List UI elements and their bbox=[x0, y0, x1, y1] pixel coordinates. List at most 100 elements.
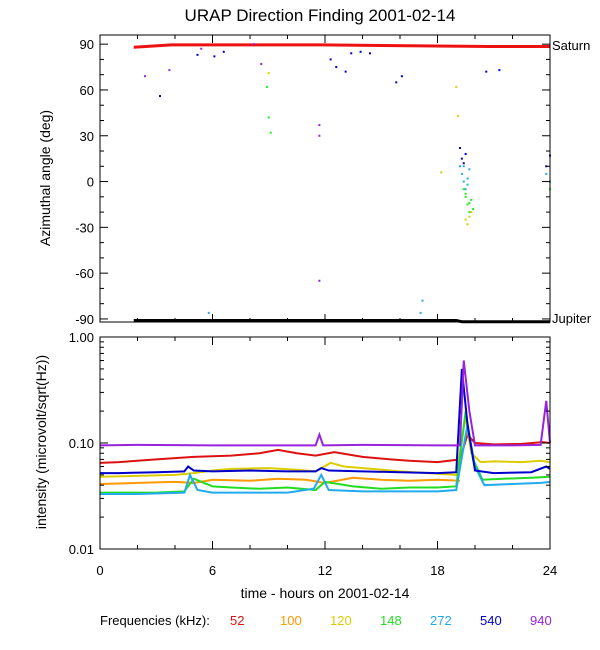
azimuth-point bbox=[462, 188, 465, 191]
azimuth-point bbox=[267, 72, 270, 75]
azimuth-point bbox=[464, 153, 467, 156]
azimuth-y-label: Azimuthal angle (deg) bbox=[37, 110, 53, 246]
azimuth-point bbox=[455, 85, 458, 88]
reference-label-jupiter: Jupiter bbox=[552, 311, 592, 326]
intensity-line-120khz bbox=[99, 415, 551, 478]
azimuth-point bbox=[460, 157, 463, 160]
azimuth-point bbox=[265, 85, 268, 88]
intensity-tick-label: 0.10 bbox=[69, 436, 94, 451]
legend-entry-120: 120 bbox=[330, 613, 352, 628]
intensity-line-148khz bbox=[100, 410, 551, 494]
x-tick-label: 0 bbox=[96, 563, 103, 578]
azimuth-point bbox=[459, 165, 461, 168]
azimuth-plot-frame bbox=[99, 34, 551, 323]
azimuth-point bbox=[464, 188, 467, 191]
legend-entry-52: 52 bbox=[230, 613, 244, 628]
azimuth-tick-label: 30 bbox=[80, 129, 94, 144]
azimuth-tick-label: -30 bbox=[75, 220, 94, 235]
azimuth-point bbox=[466, 177, 469, 180]
azimuth-point bbox=[440, 171, 443, 174]
azimuth-point bbox=[318, 124, 321, 127]
azimuth-point bbox=[468, 168, 471, 171]
azimuth-point bbox=[466, 183, 469, 186]
azimuth-point bbox=[468, 201, 471, 204]
azimuth-point bbox=[468, 215, 471, 218]
intensity-axis: 1.00 0.10 0.010 6 12 18 24 bbox=[69, 330, 558, 578]
azimuth-point bbox=[421, 299, 424, 302]
azimuth-point bbox=[350, 52, 353, 55]
intensity-line-940khz bbox=[99, 360, 551, 447]
intensity-y-label: intensity (microvolt/sqrt(Hz)) bbox=[33, 355, 49, 529]
legend-entry-540: 540 bbox=[480, 613, 502, 628]
azimuth-point bbox=[222, 50, 225, 53]
azimuth-tick-label: -90 bbox=[75, 312, 94, 327]
azimuth-point bbox=[498, 69, 501, 72]
azimuth-point bbox=[466, 203, 469, 206]
azimuth-point bbox=[419, 311, 422, 314]
azimuth-point bbox=[168, 69, 171, 72]
intensity-line-540khz bbox=[100, 368, 551, 475]
intensity-tick-label: 1.00 bbox=[69, 330, 94, 345]
azimuth-axis: 90 60 30 0 -30 -60 -90 bbox=[75, 35, 551, 327]
azimuth-tick-label: 0 bbox=[87, 175, 94, 190]
azimuth-panel: 90 60 30 0 -30 -60 -90 Azimuthal angle (deg) S… bbox=[37, 34, 592, 327]
azimuth-point bbox=[472, 208, 475, 211]
azimuth-point bbox=[457, 114, 460, 117]
azimuth-point bbox=[470, 211, 473, 214]
azimuth-point bbox=[159, 95, 161, 98]
azimuth-point bbox=[369, 52, 371, 55]
azimuth-point bbox=[395, 81, 398, 84]
azimuth-point bbox=[207, 311, 210, 314]
azimuth-point bbox=[464, 195, 467, 198]
azimuth-point bbox=[329, 58, 332, 61]
intensity-data-marks bbox=[99, 360, 551, 496]
azimuth-tick-label: 60 bbox=[80, 83, 94, 98]
intensity-line-272khz bbox=[100, 424, 551, 496]
x-tick-label: 6 bbox=[209, 563, 216, 578]
azimuth-point bbox=[200, 47, 203, 50]
frequency-legend: Frequencies (kHz): 52 100 120 148 272 540 940 bbox=[100, 613, 552, 628]
azimuth-point bbox=[462, 162, 465, 165]
chart-title: URAP Direction Finding 2001-02-14 bbox=[185, 6, 456, 25]
azimuth-point bbox=[485, 70, 488, 73]
azimuth-point bbox=[318, 279, 321, 282]
legend-label: Frequencies (kHz): bbox=[100, 613, 210, 628]
azimuth-point bbox=[462, 180, 465, 183]
x-tick-label: 24 bbox=[543, 563, 557, 578]
azimuth-point bbox=[318, 134, 321, 137]
azimuth-point bbox=[252, 43, 255, 46]
x-tick-label: 12 bbox=[318, 563, 332, 578]
azimuth-point bbox=[464, 218, 467, 221]
intensity-panel: 1.00 0.10 0.010 6 12 18 24 intensity (microvol… bbox=[33, 330, 557, 601]
reference-label-saturn: Saturn bbox=[552, 38, 590, 53]
x-tick-label: 18 bbox=[430, 563, 444, 578]
legend-entry-148: 148 bbox=[380, 613, 402, 628]
azimuth-point bbox=[344, 70, 347, 73]
azimuth-point bbox=[462, 165, 465, 168]
intensity-x-label: time - hours on 2001-02-14 bbox=[241, 585, 410, 601]
azimuth-point bbox=[335, 66, 338, 69]
azimuth-point bbox=[545, 172, 548, 175]
azimuth-point bbox=[213, 55, 216, 58]
intensity-line-100khz bbox=[99, 476, 461, 486]
azimuth-point bbox=[260, 63, 263, 66]
azimuth-point bbox=[269, 131, 272, 134]
azimuth-tick-label: -60 bbox=[75, 266, 94, 281]
azimuth-point bbox=[144, 75, 146, 78]
azimuth-point bbox=[464, 192, 467, 195]
legend-entry-100: 100 bbox=[280, 613, 302, 628]
azimuth-point bbox=[459, 146, 461, 149]
azimuth-data-marks bbox=[133, 43, 551, 324]
azimuth-point bbox=[359, 50, 362, 53]
intensity-line-52khz bbox=[99, 432, 551, 464]
legend-entry-272: 272 bbox=[430, 613, 452, 628]
azimuth-tick-label: 90 bbox=[80, 37, 94, 52]
azimuth-point bbox=[267, 116, 270, 119]
azimuth-point bbox=[196, 53, 199, 56]
reference-line-saturn bbox=[133, 43, 550, 49]
azimuth-point bbox=[400, 75, 403, 78]
azimuth-point bbox=[466, 223, 469, 226]
azimuth-point bbox=[470, 198, 473, 201]
intensity-tick-label: 0.01 bbox=[69, 542, 94, 557]
